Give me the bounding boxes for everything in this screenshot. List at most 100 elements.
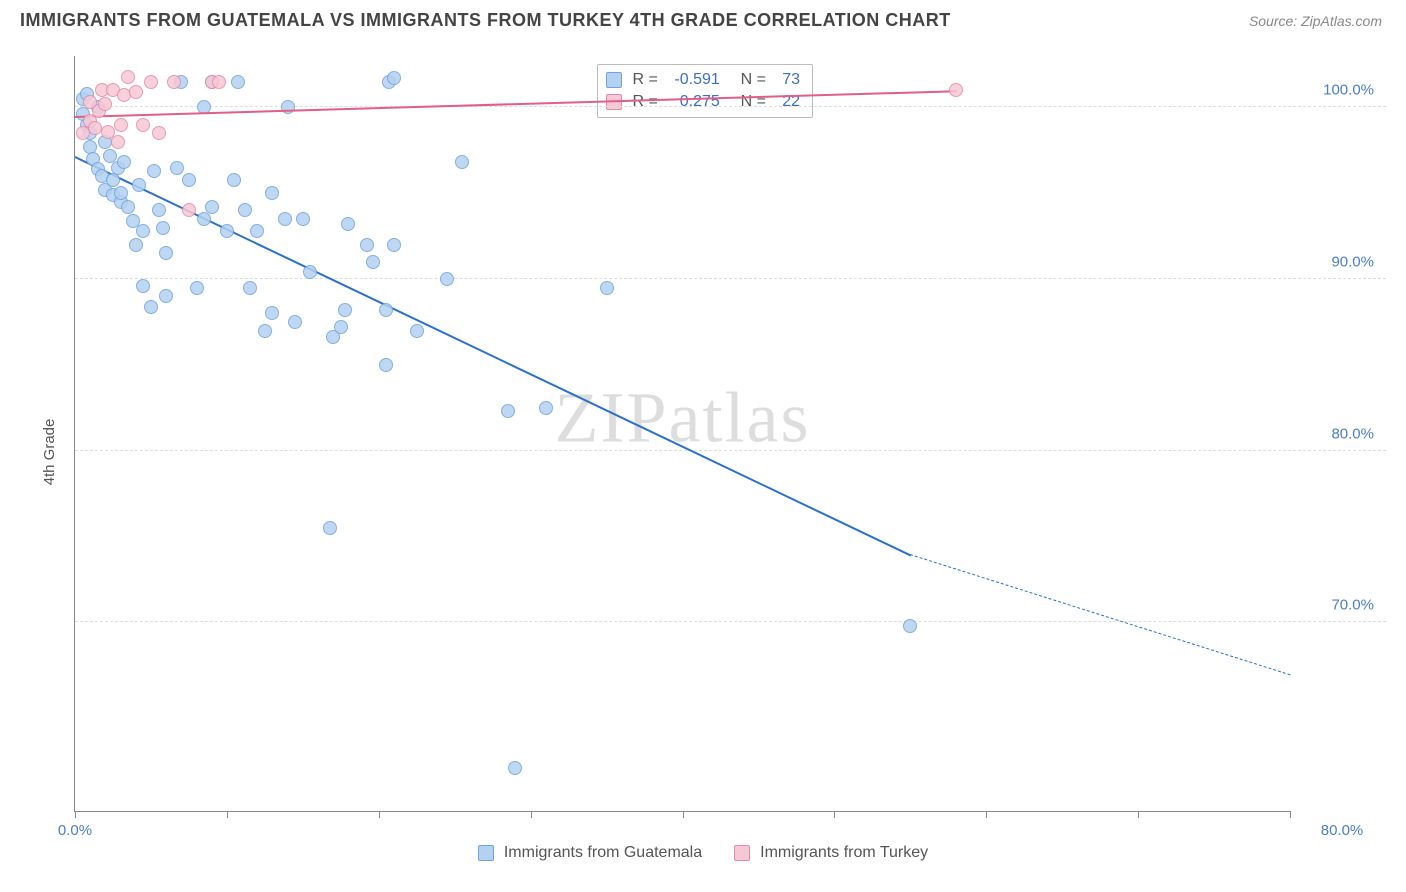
data-point	[190, 281, 204, 295]
data-point	[231, 75, 245, 89]
data-point	[323, 521, 337, 535]
data-point	[117, 155, 131, 169]
data-point	[212, 75, 226, 89]
data-point	[129, 238, 143, 252]
x-tick	[986, 811, 987, 818]
data-point	[98, 97, 112, 111]
legend-n-value: 73	[772, 69, 800, 91]
data-point	[156, 221, 170, 235]
data-point	[288, 315, 302, 329]
x-tick	[531, 811, 532, 818]
data-point	[539, 401, 553, 415]
data-point	[220, 224, 234, 238]
data-point	[508, 761, 522, 775]
x-tick	[1290, 811, 1291, 818]
data-point	[366, 255, 380, 269]
data-point	[205, 200, 219, 214]
source-label: Source: ZipAtlas.com	[1249, 13, 1382, 29]
data-point	[379, 358, 393, 372]
legend-r-label: R =	[632, 69, 657, 91]
data-point	[455, 155, 469, 169]
legend-n-value: 22	[772, 91, 800, 113]
x-tick-label: 80.0%	[1321, 822, 1364, 839]
legend-stats: R = -0.591 N = 73R = 0.275 N = 22	[597, 64, 813, 118]
data-point	[949, 83, 963, 97]
data-point	[440, 272, 454, 286]
legend-label: Immigrants from Turkey	[760, 844, 928, 862]
data-point	[170, 161, 184, 175]
data-point	[132, 178, 146, 192]
data-point	[281, 100, 295, 114]
chart-container: 4th Grade ZIPatlas R =-0.591 N =73R =0.2…	[20, 44, 1386, 860]
legend-swatch	[606, 72, 622, 88]
y-tick-label: 70.0%	[1331, 597, 1374, 614]
legend-stats-row: R = -0.591 N = 73	[606, 69, 800, 91]
data-point	[341, 217, 355, 231]
legend-swatch	[478, 845, 494, 861]
data-point	[88, 121, 102, 135]
legend-item: Immigrants from Turkey	[734, 844, 928, 862]
data-point	[227, 173, 241, 187]
data-point	[121, 70, 135, 84]
data-point	[258, 324, 272, 338]
data-point	[243, 281, 257, 295]
data-point	[152, 203, 166, 217]
gridline	[75, 278, 1386, 279]
y-tick-label: 100.0%	[1323, 82, 1374, 99]
data-point	[106, 173, 120, 187]
y-axis-label: 4th Grade	[41, 419, 58, 486]
data-point	[159, 246, 173, 260]
legend-swatch	[734, 845, 750, 861]
data-point	[136, 224, 150, 238]
data-point	[152, 126, 166, 140]
data-point	[334, 320, 348, 334]
gridline	[75, 621, 1386, 622]
plot-area: ZIPatlas R =-0.591 N =73R =0.275 N =22 7…	[74, 56, 1290, 812]
data-point	[147, 164, 161, 178]
data-point	[410, 324, 424, 338]
data-point	[265, 306, 279, 320]
data-point	[360, 238, 374, 252]
chart-title: IMMIGRANTS FROM GUATEMALA VS IMMIGRANTS …	[20, 10, 951, 31]
legend-label: Immigrants from Guatemala	[504, 844, 702, 862]
data-point	[238, 203, 252, 217]
data-point	[144, 75, 158, 89]
data-point	[296, 212, 310, 226]
data-point	[303, 265, 317, 279]
legend-item: Immigrants from Guatemala	[478, 844, 702, 862]
legend-bottom: Immigrants from Guatemala Immigrants from…	[20, 844, 1386, 862]
data-point	[250, 224, 264, 238]
data-point	[379, 303, 393, 317]
y-tick-label: 90.0%	[1331, 254, 1374, 271]
trend-line-dashed	[910, 554, 1290, 675]
y-tick-label: 80.0%	[1331, 425, 1374, 442]
data-point	[114, 186, 128, 200]
data-point	[197, 212, 211, 226]
data-point	[387, 238, 401, 252]
data-point	[129, 85, 143, 99]
legend-r-value: 0.275	[664, 91, 720, 113]
legend-n-label: N =	[741, 69, 766, 91]
legend-n-label: N =	[741, 91, 766, 113]
data-point	[114, 118, 128, 132]
data-point	[278, 212, 292, 226]
data-point	[144, 300, 158, 314]
data-point	[338, 303, 352, 317]
data-point	[167, 75, 181, 89]
x-tick	[75, 811, 76, 818]
x-tick	[379, 811, 380, 818]
gridline	[75, 106, 1386, 107]
x-tick-label: 0.0%	[58, 822, 92, 839]
data-point	[136, 118, 150, 132]
data-point	[903, 619, 917, 633]
data-point	[182, 203, 196, 217]
x-tick	[227, 811, 228, 818]
gridline	[75, 450, 1386, 451]
data-point	[600, 281, 614, 295]
data-point	[136, 279, 150, 293]
data-point	[501, 404, 515, 418]
data-point	[182, 173, 196, 187]
title-bar: IMMIGRANTS FROM GUATEMALA VS IMMIGRANTS …	[0, 0, 1406, 37]
x-tick	[1138, 811, 1139, 818]
legend-r-value: -0.591	[664, 69, 720, 91]
